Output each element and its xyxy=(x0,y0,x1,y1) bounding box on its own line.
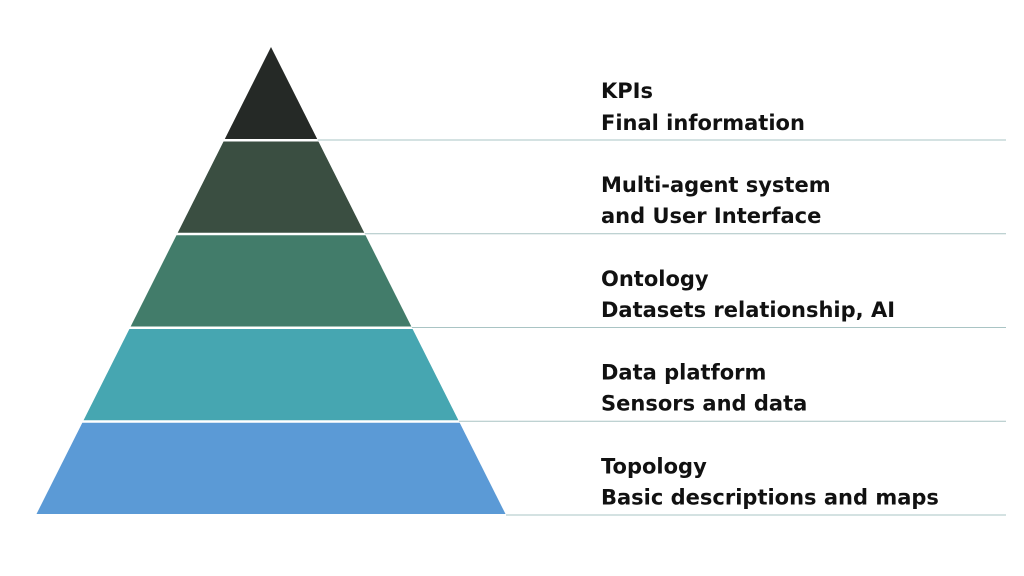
pyramid-level xyxy=(36,422,506,514)
level-subtitle: Sensors and data xyxy=(601,392,807,416)
level-title: KPIs xyxy=(601,79,653,103)
pyramid-level xyxy=(177,141,365,233)
pyramid-level xyxy=(224,47,318,139)
level-title: Ontology xyxy=(601,267,709,291)
level-title: Topology xyxy=(601,454,707,478)
level-title: Data platform xyxy=(601,361,766,385)
level-subtitle: and User Interface xyxy=(601,204,821,228)
level-subtitle: Datasets relationship, AI xyxy=(601,298,895,322)
level-subtitle: Basic descriptions and maps xyxy=(601,485,939,509)
pyramid-level xyxy=(130,235,412,327)
pyramid-level xyxy=(83,329,459,421)
level-subtitle: Final information xyxy=(601,111,805,135)
level-title: Multi-agent system xyxy=(601,173,831,197)
